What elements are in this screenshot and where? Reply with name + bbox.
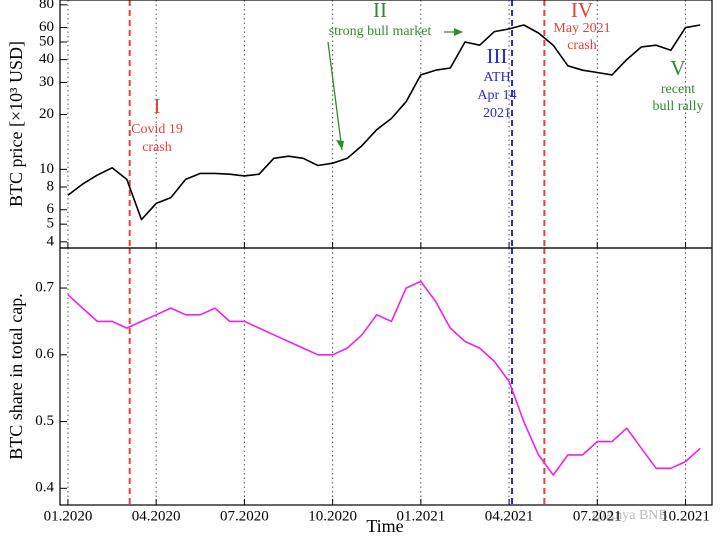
y-tick-label: 60 xyxy=(39,19,54,35)
data-line xyxy=(67,280,701,476)
annotation-text: Apr 14 xyxy=(477,88,516,103)
x-axis-label: Time xyxy=(366,516,403,536)
y-tick-label: 5 xyxy=(47,216,55,232)
annotation-text: ATH xyxy=(483,70,510,85)
x-tick-label: 01.2020 xyxy=(44,508,93,524)
y-tick-label: 50 xyxy=(39,33,54,49)
y-tick-label: 0.6 xyxy=(35,346,54,362)
y-tick-label: 20 xyxy=(39,106,54,122)
watermark: @Anya BNB xyxy=(592,508,668,523)
annotation-label: V xyxy=(670,56,685,80)
annotation-text: crash xyxy=(567,38,597,53)
annotation-label: III xyxy=(487,44,508,68)
data-line xyxy=(67,24,701,221)
annotation-label: IV xyxy=(571,0,593,22)
y-tick-label: 0.7 xyxy=(35,279,54,295)
annotation-text: strong bull market xyxy=(329,24,432,39)
arrow-head xyxy=(336,140,344,150)
y-tick-label: 0.4 xyxy=(35,480,54,496)
x-tick-label: 04.2020 xyxy=(132,508,181,524)
y-tick-label: 0.5 xyxy=(35,413,54,429)
x-tick-label: 10.2020 xyxy=(308,508,357,524)
y-tick-label: 80 xyxy=(39,0,54,12)
x-tick-label: 01.2021 xyxy=(396,508,445,524)
y-tick-label: 8 xyxy=(47,178,55,194)
annotation-label: II xyxy=(373,0,387,22)
y-tick-label: 40 xyxy=(39,51,54,67)
y-axis-label: BTC price [×10³ USD] xyxy=(6,41,26,207)
annotation-text: 2021 xyxy=(483,106,511,121)
annotation-text: Covid 19 xyxy=(131,122,183,137)
annotation-text: bull rally xyxy=(653,99,704,114)
arrow-head xyxy=(454,28,463,36)
annotation-label: I xyxy=(154,94,161,118)
x-tick-label: 04.2021 xyxy=(485,508,534,524)
annotation-text: May 2021 xyxy=(553,21,610,36)
arrow xyxy=(327,41,343,151)
x-tick-label: 10.2021 xyxy=(661,508,710,524)
y-tick-label: 10 xyxy=(39,161,54,177)
x-tick-label: 07.2020 xyxy=(220,508,269,524)
x-tick-label: 07.2021 xyxy=(573,508,622,524)
annotation-text: recent xyxy=(661,82,695,97)
y-tick-label: 4 xyxy=(47,233,55,249)
plot-frame xyxy=(59,247,713,506)
annotation-text: crash xyxy=(142,140,172,155)
y-tick-label: 30 xyxy=(39,74,54,90)
y-tick-label: 6 xyxy=(47,201,55,217)
y-axis-label: BTC share in total cap. xyxy=(6,293,26,459)
